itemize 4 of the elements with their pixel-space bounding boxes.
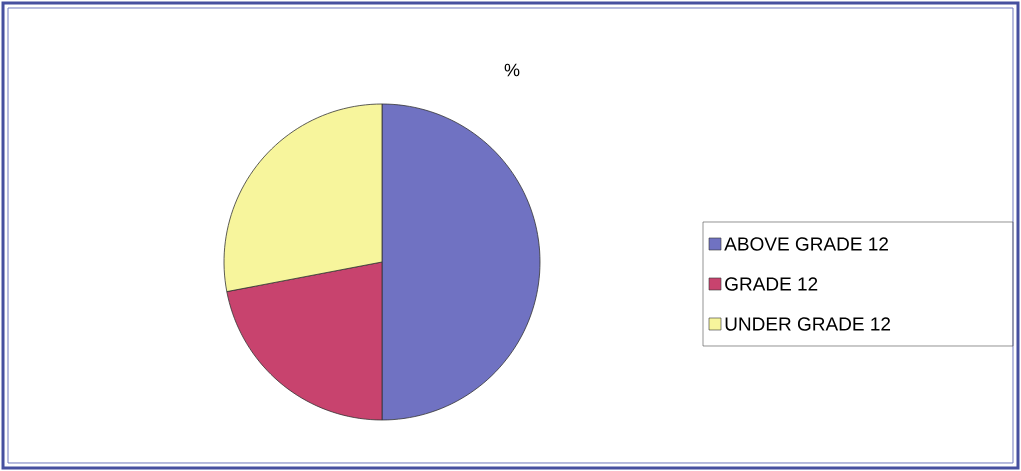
legend-label: ABOVE GRADE 12 (724, 237, 888, 251)
chart-title: % (504, 63, 520, 77)
legend-label: GRADE 12 (725, 277, 818, 291)
legend-label: UNDER GRADE 12 (725, 317, 891, 331)
